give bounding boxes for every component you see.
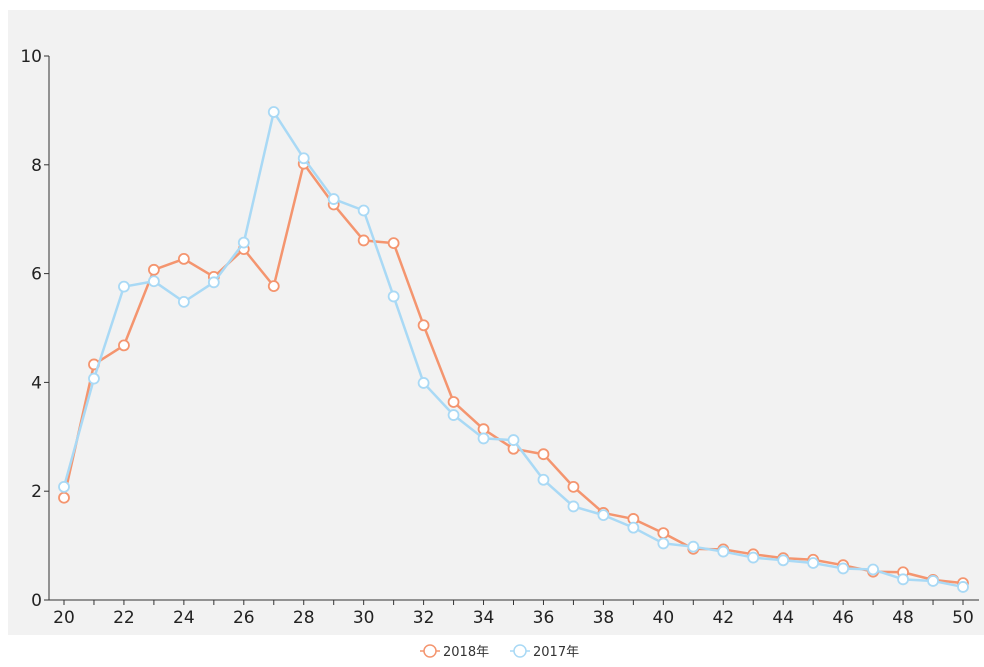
x-tick-label: 30 bbox=[353, 608, 375, 628]
x-tick-label: 44 bbox=[772, 608, 794, 628]
data-point bbox=[147, 263, 160, 276]
data-point bbox=[118, 280, 130, 293]
data-point bbox=[957, 581, 969, 593]
data-point bbox=[267, 280, 280, 293]
x-tick-label: 22 bbox=[113, 608, 135, 628]
data-point bbox=[567, 500, 580, 513]
data-point bbox=[897, 573, 909, 586]
x-tick-label: 38 bbox=[593, 608, 615, 628]
data-point bbox=[177, 253, 190, 265]
legend-item: 2018年 bbox=[420, 644, 489, 660]
data-point bbox=[447, 396, 460, 408]
data-point bbox=[297, 152, 310, 165]
data-point bbox=[387, 290, 400, 303]
data-point bbox=[567, 480, 580, 493]
x-tick-label: 50 bbox=[952, 608, 974, 628]
x-tick-label: 24 bbox=[173, 608, 195, 628]
data-point bbox=[747, 551, 760, 564]
data-point bbox=[717, 545, 730, 558]
x-tick-label: 32 bbox=[413, 608, 435, 628]
data-point bbox=[327, 193, 340, 205]
data-point bbox=[177, 295, 190, 308]
x-tick-label: 34 bbox=[473, 608, 495, 628]
series-1 bbox=[58, 106, 969, 593]
y-tick-label: 10 bbox=[20, 47, 42, 67]
y-tick-label: 4 bbox=[31, 373, 42, 393]
data-point bbox=[687, 540, 700, 553]
data-point bbox=[237, 236, 250, 249]
data-point bbox=[118, 339, 130, 352]
data-point bbox=[657, 527, 670, 539]
legend-label: 2018年 bbox=[443, 645, 489, 660]
data-point bbox=[867, 563, 879, 576]
x-tick-label: 46 bbox=[832, 608, 854, 628]
x-tick-label: 20 bbox=[53, 608, 75, 628]
legend-marker bbox=[513, 644, 527, 658]
x-tick-label: 26 bbox=[233, 608, 255, 628]
y-tick-label: 6 bbox=[31, 265, 42, 285]
x-tick-label: 28 bbox=[293, 608, 315, 628]
data-point bbox=[777, 554, 790, 567]
data-point bbox=[58, 480, 70, 493]
data-point bbox=[417, 377, 430, 389]
plot-background bbox=[8, 10, 984, 635]
data-point bbox=[357, 234, 370, 247]
legend: 2018年 2017年 bbox=[420, 644, 579, 660]
series-layer bbox=[58, 106, 969, 593]
legend-marker bbox=[423, 644, 437, 658]
x-tick-label: 40 bbox=[653, 608, 675, 628]
legend-item: 2017年 bbox=[510, 644, 579, 660]
data-point bbox=[207, 276, 220, 289]
data-point bbox=[267, 106, 280, 118]
y-tick-label: 0 bbox=[31, 591, 42, 611]
data-point bbox=[597, 509, 610, 522]
data-point bbox=[837, 562, 850, 575]
y-tick-label: 2 bbox=[31, 482, 42, 502]
data-point bbox=[417, 319, 430, 332]
x-tick-label: 42 bbox=[712, 608, 734, 628]
x-tick-label: 48 bbox=[892, 608, 914, 628]
data-point bbox=[627, 521, 640, 534]
data-point bbox=[507, 434, 520, 446]
data-point bbox=[88, 372, 100, 385]
data-point bbox=[447, 409, 460, 421]
data-point bbox=[58, 491, 70, 504]
data-point bbox=[807, 557, 820, 569]
y-tick-label: 8 bbox=[31, 156, 42, 176]
data-point bbox=[657, 537, 670, 550]
legend-label: 2017年 bbox=[533, 645, 579, 660]
data-point bbox=[537, 473, 550, 486]
data-point bbox=[537, 448, 550, 461]
x-tick-label: 36 bbox=[533, 608, 555, 628]
data-point bbox=[147, 275, 160, 288]
data-point bbox=[477, 432, 490, 445]
data-point bbox=[387, 237, 400, 250]
data-point bbox=[927, 575, 939, 587]
data-point bbox=[357, 204, 370, 217]
